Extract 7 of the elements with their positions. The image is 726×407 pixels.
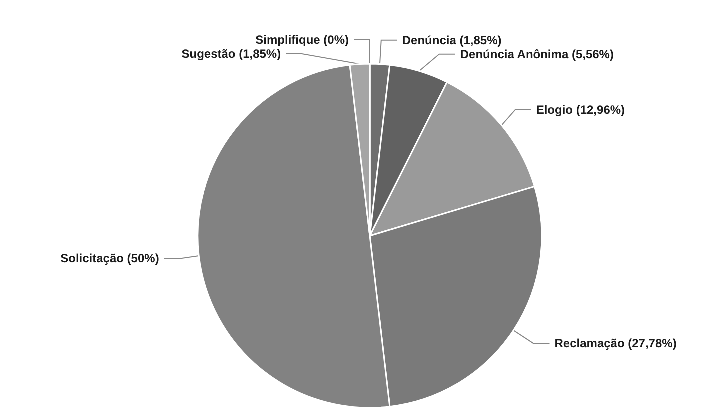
slice-label: Sugestão (1,85%): [182, 47, 282, 61]
slice-label: Elogio (12,96%): [536, 103, 626, 118]
slice-label: Denúncia Anônima (5,56%): [460, 47, 614, 62]
category-label: Simplifique (0%): [256, 33, 349, 47]
slice-label: Denúncia (1,85%): [402, 33, 502, 48]
slice-label: Reclamação (27,78%): [554, 336, 677, 351]
slice-label: Solicitação (50%): [60, 252, 160, 266]
